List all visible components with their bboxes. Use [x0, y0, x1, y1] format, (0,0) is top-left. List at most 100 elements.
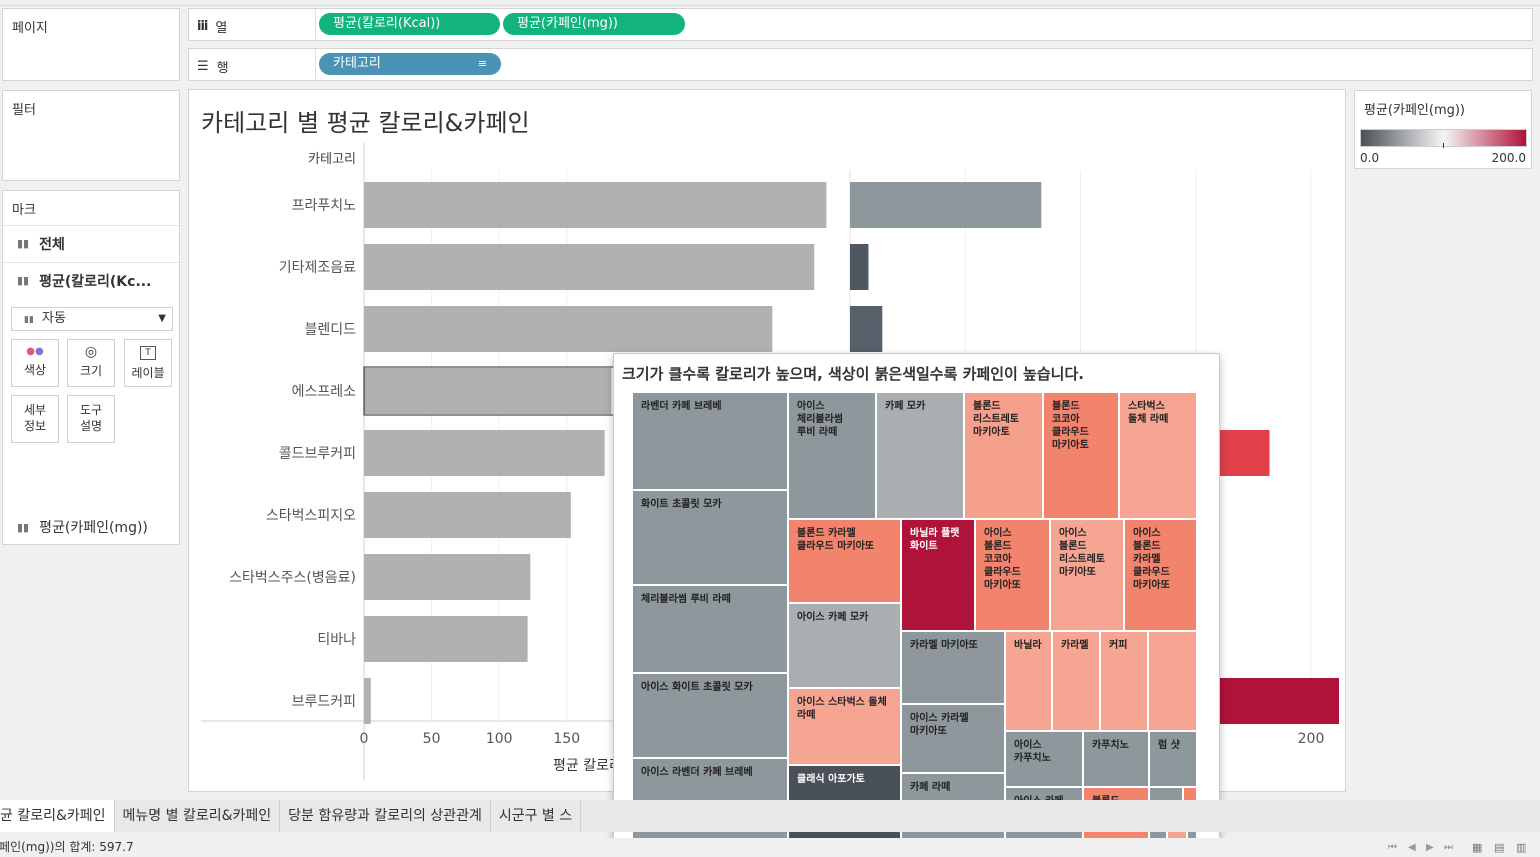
treemap-tile: 아이스 카푸치노 — [1005, 731, 1083, 787]
category-label: 스타벅스주스(병음료) — [229, 570, 356, 586]
caffeine-bar — [850, 244, 869, 290]
sheet-tab-3[interactable]: 당분 함유량과 칼로리의 상관관계 — [280, 800, 491, 832]
columns-label: 열 — [215, 21, 228, 36]
treemap-tile: 아이스 카라멜 마키아또 — [901, 704, 1005, 773]
rows-shelf[interactable]: ☰ 행 카테고리 ≡ — [188, 48, 1533, 81]
calorie-bar — [364, 430, 605, 476]
marks-title: 마크 — [12, 203, 36, 218]
first-page-icon[interactable]: ⏮ — [1388, 842, 1397, 853]
mark-type-dropdown[interactable]: ▮▮ 자동 ▼ — [11, 307, 173, 331]
grid-view-icon[interactable]: ▦ — [1472, 841, 1483, 854]
treemap-tile: 블론드 리스트레토 마키아토 — [964, 392, 1043, 519]
sheet-tab-4[interactable]: 시군구 별 스 — [491, 800, 582, 832]
treemap-tile: 아이스 블론드 카라멜 클라우드 마키아또 — [1124, 519, 1197, 631]
calorie-tick-label: 100 — [486, 731, 513, 747]
last-page-icon[interactable]: ⏭ — [1444, 842, 1453, 853]
marks-all-tab[interactable]: ▮▮ 전체 — [3, 225, 183, 261]
tooltip-title: 크기가 클수록 칼로리가 높으며, 색상이 붉은색일수록 카페인이 높습니다. — [622, 365, 1084, 383]
marks-calorie-label: 평균(칼로리(Kc... — [39, 273, 152, 290]
treemap-tile: 아이스 블론드 리스트레토 마키아또 — [1050, 519, 1124, 631]
calorie-bar — [364, 554, 531, 600]
treemap-tile: 카라멜 — [1052, 631, 1100, 731]
x-axis-label: 평균 칼로리 — [553, 758, 622, 774]
treemap-tile: 블론드 카라멜 클라우드 마키아또 — [788, 519, 901, 603]
pages-card[interactable]: 페이지 — [2, 8, 180, 81]
text-label-icon: T — [140, 346, 156, 360]
treemap-tile: 커피 — [1100, 631, 1148, 731]
treemap-tile: 블론드 코코아 클라우드 마키아토 — [1043, 392, 1119, 519]
treemap-tile: 카푸치노 — [1083, 731, 1149, 787]
calorie-bar — [364, 616, 528, 662]
tooltip-button[interactable]: 도구 설명 — [67, 395, 115, 443]
filters-card[interactable]: 필터 — [2, 90, 180, 181]
row-pill-category[interactable]: 카테고리 ≡ — [319, 53, 501, 75]
marks-calorie-tab[interactable]: ▮▮ 평균(칼로리(Kc... — [3, 262, 183, 298]
treemap-tile: 라벤더 카페 브레베 — [632, 392, 788, 490]
tabs-view-icon[interactable]: ▥ — [1516, 841, 1527, 854]
sheet-tabs: 균 칼로리&카페인 메뉴명 별 칼로리&카페인 당분 함유량과 칼로리의 상관관… — [0, 800, 1540, 832]
treemap-tile: 아이스 블론드 코코아 클라우드 마키아또 — [975, 519, 1050, 631]
columns-shelf[interactable]: iii 열 평균(칼로리(Kcal)) 평균(카페인(mg)) — [188, 8, 1533, 41]
column-pill-calorie[interactable]: 평균(칼로리(Kcal)) — [319, 13, 500, 35]
calorie-bar — [364, 244, 815, 290]
calorie-tick-label: 0 — [360, 731, 369, 747]
treemap-tile: 화이트 초콜릿 모카 — [632, 490, 788, 585]
bar-chart-icon: ▮▮ — [17, 237, 30, 250]
calorie-bar — [364, 368, 612, 414]
size-label: 크기 — [79, 364, 103, 378]
columns-icon: iii — [197, 19, 208, 34]
filmstrip-view-icon[interactable]: ▤ — [1494, 841, 1505, 854]
calorie-bar — [364, 492, 571, 538]
calorie-tick-label: 150 — [553, 731, 580, 747]
category-label: 블렌디드 — [304, 322, 356, 338]
detail-label: 세부 정보 — [23, 403, 47, 433]
treemap-tile: 아이스 카페 모카 — [788, 603, 901, 688]
marks-caffeine-field[interactable]: ▮▮ 평균(카페인(mg)) — [3, 509, 183, 545]
caffeine-bar — [850, 182, 1042, 228]
detail-button[interactable]: 세부 정보 — [11, 395, 59, 443]
calorie-bar — [364, 182, 827, 228]
category-label: 브루드커피 — [292, 694, 356, 710]
treemap-tile: 아이스 화이트 초콜릿 모카 — [632, 673, 788, 758]
prev-page-icon[interactable]: ◀ — [1408, 842, 1416, 853]
column-pill-caffeine[interactable]: 평균(카페인(mg)) — [503, 13, 685, 35]
treemap-tooltip: 크기가 클수록 칼로리가 높으며, 색상이 붉은색일수록 카페인이 높습니다. … — [613, 353, 1220, 857]
row-pill-label: 카테고리 — [333, 56, 381, 71]
treemap-tile: 아이스 체리블라썸 루비 라떼 — [788, 392, 876, 519]
category-label: 콜드브루커피 — [279, 446, 356, 462]
category-label: 기타제조음료 — [279, 260, 356, 276]
color-label: 색상 — [23, 363, 47, 377]
color-button[interactable]: ●● 색상 — [11, 339, 59, 387]
size-circles-icon: ◎ — [84, 344, 98, 360]
rows-icon: ☰ — [197, 59, 209, 74]
rows-label: 행 — [216, 61, 229, 76]
legend-title: 평균(카페인(mg)) — [1364, 103, 1466, 118]
treemap-tile: 아이스 스타벅스 돌체 라떼 — [788, 688, 901, 765]
bar-chart-icon: ▮▮ — [24, 315, 34, 325]
view-title: 카테고리 별 평균 칼로리&카페인 — [201, 109, 530, 137]
status-bar: 카페인(mg))의 합계: 597.7 ⏮ ◀ ▶ ⏭ ▦ ▤ ▥ — [0, 838, 1540, 857]
category-label: 티바나 — [317, 632, 356, 648]
treemap-tile: 스타벅스 돌체 라떼 — [1119, 392, 1197, 519]
sheet-tab-1[interactable]: 균 칼로리&카페인 — [0, 800, 115, 832]
label-label: 레이블 — [131, 366, 165, 380]
category-label: 프라푸치노 — [292, 198, 357, 214]
calorie-bar — [364, 678, 371, 724]
caffeine-legend[interactable]: 평균(카페인(mg)) 0.0 200.0 — [1354, 90, 1532, 169]
marks-caffeine-label: 평균(카페인(mg)) — [39, 520, 148, 536]
label-button[interactable]: T 레이블 — [124, 339, 172, 387]
bar-chart-icon: ▮▮ — [17, 520, 30, 534]
treemap-tile: 바닐라 플랫 화이트 — [901, 519, 975, 631]
sheet-tab-2[interactable]: 메뉴명 별 칼로리&카페인 — [115, 800, 281, 832]
row-header: 카테고리 — [308, 152, 356, 167]
calorie-tick-label: 50 — [423, 731, 441, 747]
marks-card: 마크 ▮▮ 전체 ▮▮ 평균(칼로리(Kc... ▮▮ 자동 ▼ ●● 색상 ◎… — [2, 190, 183, 545]
sort-descending-icon[interactable]: ≡ — [477, 57, 487, 70]
marks-all-label: 전체 — [39, 236, 65, 253]
color-dots-icon: ●● — [26, 346, 44, 357]
treemap-tile: 바닐라 — [1005, 631, 1052, 731]
treemap: 라벤더 카페 브레베 화이트 초콜릿 모카 체리블라썸 루비 라떼 아이스 화이트 초… — [632, 392, 1197, 841]
treemap-tile — [1148, 631, 1197, 731]
size-button[interactable]: ◎ 크기 — [67, 339, 115, 387]
next-page-icon[interactable]: ▶ — [1426, 842, 1434, 853]
